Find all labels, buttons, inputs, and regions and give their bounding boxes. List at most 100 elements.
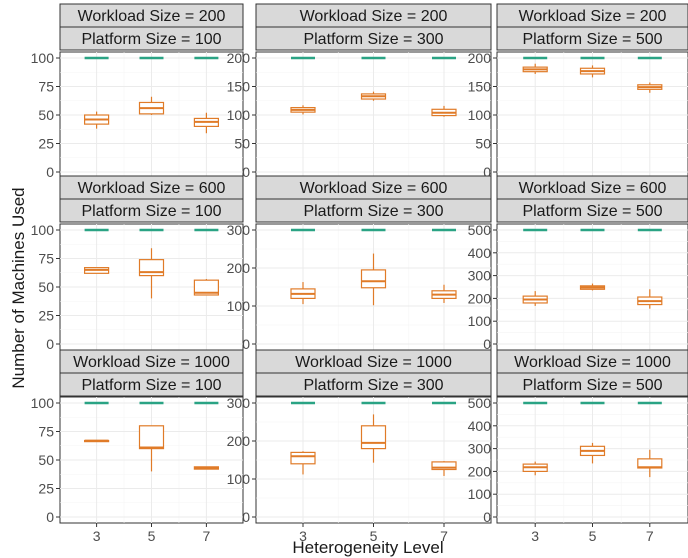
- y-tick-label: 75: [38, 251, 54, 267]
- y-tick-label: 500: [468, 222, 492, 238]
- y-tick-label: 50: [38, 279, 54, 295]
- y-tick-label: 25: [38, 136, 54, 152]
- y-tick-label: 100: [227, 107, 251, 123]
- y-tick-label: 100: [227, 471, 251, 487]
- y-tick-label: 100: [31, 222, 55, 238]
- y-tick-label: 0: [46, 509, 54, 525]
- y-tick-label: 100: [468, 486, 492, 502]
- facet-panel: Workload Size = 1000 Platform Size = 100 0…: [31, 349, 244, 544]
- y-tick-label: 200: [227, 433, 251, 449]
- y-tick-label: 0: [483, 336, 491, 352]
- facet-panel: Workload Size = 200 Platform Size = 500 0 5…: [468, 3, 688, 180]
- y-tick-label: 0: [46, 164, 54, 180]
- y-tick-label: 150: [227, 79, 251, 95]
- y-tick-label: 0: [242, 164, 250, 180]
- strip-platform: [496, 198, 688, 223]
- strip-platform: [59, 372, 244, 397]
- y-tick-label: 100: [468, 313, 492, 329]
- y-tick-label: 50: [38, 452, 54, 468]
- strip-workload-label: Workload Size = 200: [300, 8, 448, 25]
- y-tick-label: 50: [234, 136, 250, 152]
- box-iqr: [290, 451, 316, 465]
- x-tick-label: 3: [531, 528, 539, 544]
- y-tick-label: 200: [227, 50, 251, 66]
- y-tick-label: 400: [468, 418, 492, 434]
- y-tick-label: 400: [468, 245, 492, 261]
- strip-platform: [255, 372, 492, 397]
- y-tick-label: 300: [468, 268, 492, 284]
- x-axis-title: Heterogeneity Level: [292, 538, 443, 557]
- facet-panel: Workload Size = 600 Platform Size = 500 0 1…: [468, 175, 688, 352]
- box-iqr: [431, 461, 457, 471]
- y-tick-label: 0: [46, 336, 54, 352]
- y-tick-label: 0: [483, 509, 491, 525]
- y-tick-label: 100: [468, 107, 492, 123]
- y-tick-label: 0: [242, 336, 250, 352]
- facet-panel: Workload Size = 200 Platform Size = 300 0 5…: [227, 3, 492, 180]
- facet-panel: Workload Size = 200 Platform Size = 100 0 2…: [31, 3, 244, 180]
- strip-platform: [496, 26, 688, 51]
- y-tick-label: 100: [227, 298, 251, 314]
- facet-panel: Workload Size = 1000 Platform Size = 500 0…: [468, 349, 688, 544]
- strip-workload-label: Workload Size = 200: [78, 8, 226, 25]
- y-tick-label: 500: [468, 395, 492, 411]
- y-tick-label: 25: [38, 308, 54, 324]
- facet-panel: Workload Size = 600 Platform Size = 300 0 1…: [227, 175, 492, 352]
- y-tick-label: 50: [38, 107, 54, 123]
- strip-workload-label: Workload Size = 600: [300, 180, 448, 197]
- y-tick-label: 200: [468, 463, 492, 479]
- strip-workload-label: Workload Size = 600: [78, 180, 226, 197]
- x-tick-label: 7: [203, 528, 211, 544]
- y-tick-label: 0: [242, 509, 250, 525]
- y-tick-label: 200: [468, 50, 492, 66]
- strip-workload-label: Workload Size = 1000: [295, 354, 452, 371]
- y-tick-label: 100: [31, 50, 55, 66]
- y-tick-label: 75: [38, 79, 54, 95]
- strip-workload-label: Workload Size = 1000: [514, 354, 671, 371]
- y-tick-label: 75: [38, 424, 54, 440]
- strip-platform-label: Platform Size = 100: [81, 377, 221, 394]
- strip-platform: [496, 372, 688, 397]
- x-tick-label: 3: [299, 528, 307, 544]
- strip-platform: [59, 198, 244, 223]
- strip-platform-label: Platform Size = 100: [81, 203, 221, 220]
- box-iqr: [360, 269, 387, 289]
- strip-platform-label: Platform Size = 500: [522, 377, 662, 394]
- x-tick-label: 5: [370, 528, 378, 544]
- y-tick-label: 150: [468, 79, 492, 95]
- strip-platform-label: Platform Size = 500: [522, 203, 662, 220]
- strip-platform-label: Platform Size = 100: [81, 31, 221, 48]
- strip-platform-label: Platform Size = 300: [303, 203, 443, 220]
- y-tick-label: 50: [475, 136, 491, 152]
- strip-workload-label: Workload Size = 1000: [73, 354, 230, 371]
- box-iqr: [193, 279, 219, 296]
- y-tick-label: 300: [227, 222, 251, 238]
- y-tick-label: 300: [227, 395, 251, 411]
- y-tick-label: 200: [468, 290, 492, 306]
- facet-panel: Workload Size = 1000 Platform Size = 300 0…: [227, 349, 492, 544]
- strip-workload-label: Workload Size = 200: [519, 8, 667, 25]
- strip-platform: [255, 198, 492, 223]
- y-tick-label: 300: [468, 441, 492, 457]
- strip-workload-label: Workload Size = 600: [519, 180, 667, 197]
- x-tick-label: 5: [589, 528, 597, 544]
- x-tick-label: 5: [148, 528, 156, 544]
- strip-platform: [59, 26, 244, 51]
- box-iqr: [138, 259, 165, 277]
- strip-platform-label: Platform Size = 300: [303, 377, 443, 394]
- box-iqr: [360, 425, 387, 450]
- y-tick-label: 200: [227, 260, 251, 276]
- y-tick-label: 25: [38, 481, 54, 497]
- y-tick-label: 0: [483, 164, 491, 180]
- x-tick-label: 7: [646, 528, 654, 544]
- facet-panel: Workload Size = 600 Platform Size = 100 0 2…: [31, 175, 244, 352]
- strip-platform-label: Platform Size = 300: [303, 31, 443, 48]
- strip-platform-label: Platform Size = 500: [522, 31, 662, 48]
- box-iqr: [138, 425, 165, 450]
- y-axis-title: Number of Machines Used: [9, 187, 28, 388]
- x-tick-label: 7: [440, 528, 448, 544]
- y-tick-label: 100: [31, 395, 55, 411]
- x-tick-label: 3: [93, 528, 101, 544]
- strip-platform: [255, 26, 492, 51]
